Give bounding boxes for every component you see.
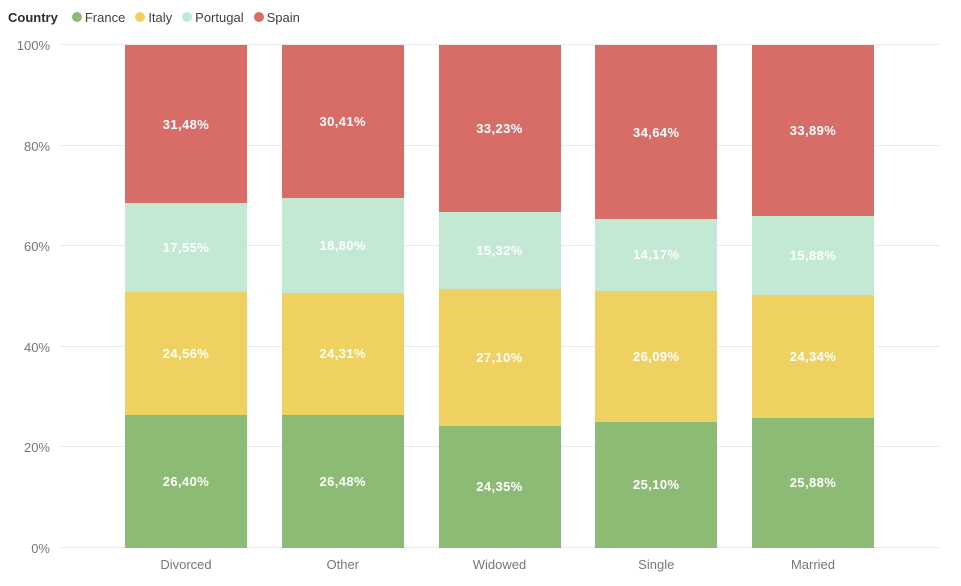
- legend-color-dot-icon: [253, 12, 264, 22]
- plot-area: 26,40% 24,56% 17,55% 31,48% Divorced 26,48% 24…: [60, 44, 940, 572]
- data-label: 26,40%: [162, 474, 210, 490]
- x-axis-category-label: Married: [790, 557, 836, 572]
- bar-segment-france[interactable]: 26,40%: [125, 415, 247, 548]
- data-label: 27,10%: [476, 349, 523, 365]
- bar-segment-italy[interactable]: 24,56%: [125, 291, 247, 416]
- data-label: 26,48%: [319, 473, 366, 489]
- legend-item-france[interactable]: France: [71, 9, 126, 25]
- x-axis-category-label: Other: [326, 557, 359, 572]
- y-axis-tick-label: 0%: [31, 541, 50, 556]
- data-label: 15,32%: [476, 243, 523, 259]
- data-label: 31,48%: [162, 116, 210, 132]
- bar-segment-italy[interactable]: 24,31%: [281, 292, 404, 415]
- legend-item-label: Spain: [266, 9, 300, 25]
- y-axis-tick-label: 60%: [23, 239, 50, 255]
- x-axis-category-label: Divorced: [160, 557, 212, 572]
- bar-segment-spain[interactable]: 33,23%: [438, 45, 561, 213]
- bar-segment-italy[interactable]: 24,34%: [752, 295, 874, 418]
- legend-color-dot-icon: [135, 12, 146, 22]
- data-label: 15,88%: [789, 247, 837, 263]
- bar-segment-spain[interactable]: 30,41%: [281, 45, 404, 198]
- data-label: 34,64%: [633, 124, 680, 140]
- data-label: 24,31%: [319, 346, 366, 362]
- data-label: 25,10%: [633, 477, 680, 493]
- bar-widowed: 24,35% 27,10% 15,32% 33,23% Widowed: [438, 45, 561, 572]
- legend-color-dot-icon: [71, 12, 82, 22]
- y-axis-tick-label: 20%: [23, 440, 50, 456]
- bar-segment-portugal[interactable]: 18,80%: [281, 197, 404, 293]
- y-axis: 0% 20% 40% 60% 80% 100%: [0, 38, 50, 556]
- bar-segment-portugal[interactable]: 15,32%: [438, 212, 561, 290]
- y-axis-tick-label: 100%: [16, 38, 50, 53]
- legend-item-label: France: [84, 9, 126, 25]
- data-label: 18,80%: [319, 237, 366, 253]
- bar-segment-spain[interactable]: 33,89%: [752, 45, 874, 216]
- legend-item-label: Portugal: [195, 9, 244, 25]
- legend-item-spain[interactable]: Spain: [253, 9, 300, 25]
- bar-segment-france[interactable]: 25,10%: [595, 421, 718, 548]
- bar-segment-portugal[interactable]: 15,88%: [752, 215, 874, 296]
- legend-item-italy[interactable]: Italy: [135, 10, 172, 25]
- legend-title: Country: [8, 9, 58, 25]
- chart-legend: Country France Italy Portugal Spain: [8, 6, 310, 28]
- bar-segment-portugal[interactable]: 14,17%: [595, 219, 718, 291]
- bar-segment-italy[interactable]: 26,09%: [595, 290, 718, 422]
- data-label: 30,41%: [319, 114, 366, 129]
- bar-segment-spain[interactable]: 34,64%: [595, 45, 718, 220]
- y-axis-tick-label: 80%: [23, 138, 50, 154]
- data-label: 17,55%: [162, 240, 210, 256]
- bar-single: 25,10% 26,09% 14,17% 34,64% Single: [595, 45, 718, 572]
- data-label: 25,88%: [789, 475, 837, 491]
- y-axis-tick-label: 40%: [23, 339, 50, 355]
- bar-segment-france[interactable]: 26,48%: [281, 414, 404, 548]
- data-label: 24,35%: [476, 479, 523, 495]
- bar-segment-italy[interactable]: 27,10%: [438, 289, 561, 426]
- bar-segment-france[interactable]: 25,88%: [752, 417, 874, 548]
- bar-segment-france[interactable]: 24,35%: [438, 425, 561, 548]
- data-label: 33,89%: [789, 122, 837, 138]
- legend-item-label: Italy: [148, 9, 173, 25]
- x-axis-category-label: Single: [638, 557, 675, 572]
- data-label: 24,56%: [162, 345, 210, 361]
- data-label: 26,09%: [633, 348, 680, 364]
- bar-divorced: 26,40% 24,56% 17,55% 31,48% Divorced: [125, 45, 247, 572]
- legend-color-dot-icon: [182, 12, 193, 22]
- legend-item-portugal[interactable]: Portugal: [182, 9, 244, 25]
- bar-other: 26,48% 24,31% 18,80% 30,41% Other: [281, 45, 404, 572]
- bar-segment-spain[interactable]: 31,48%: [125, 45, 247, 204]
- bar-segment-portugal[interactable]: 17,55%: [125, 203, 247, 292]
- gridline: [60, 44, 940, 45]
- data-label: 14,17%: [633, 247, 680, 263]
- data-label: 24,34%: [789, 349, 837, 365]
- bars-container: 26,40% 24,56% 17,55% 31,48% Divorced 26,48% 24…: [125, 45, 874, 572]
- data-label: 33,23%: [476, 121, 523, 137]
- bar-married: 25,88% 24,34% 15,88% 33,89% Married: [752, 45, 874, 572]
- x-axis-category-label: Widowed: [472, 557, 527, 572]
